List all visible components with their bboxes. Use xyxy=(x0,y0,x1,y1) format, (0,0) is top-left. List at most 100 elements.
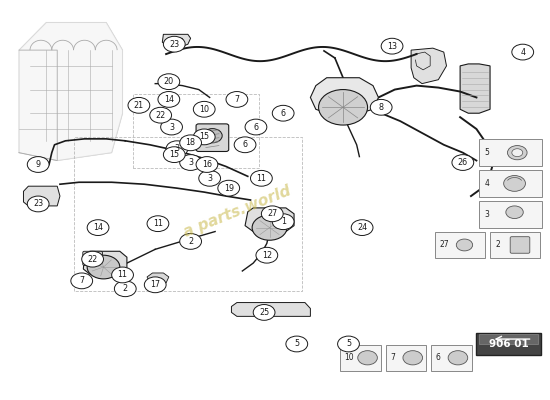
Circle shape xyxy=(194,101,215,117)
Text: 21: 21 xyxy=(134,101,144,110)
Circle shape xyxy=(318,90,367,125)
Circle shape xyxy=(358,351,377,365)
Polygon shape xyxy=(460,64,490,113)
Polygon shape xyxy=(84,251,127,274)
Circle shape xyxy=(448,351,467,365)
Circle shape xyxy=(351,220,373,236)
Text: 5: 5 xyxy=(346,340,351,348)
Text: 10: 10 xyxy=(199,105,209,114)
Circle shape xyxy=(128,98,150,113)
Circle shape xyxy=(82,251,103,267)
Circle shape xyxy=(180,155,201,170)
FancyBboxPatch shape xyxy=(479,201,542,228)
Text: 23: 23 xyxy=(33,200,43,208)
Text: 2: 2 xyxy=(123,284,128,293)
Polygon shape xyxy=(232,302,310,316)
Circle shape xyxy=(180,234,201,249)
Circle shape xyxy=(147,216,169,232)
Text: 22: 22 xyxy=(156,111,166,120)
Text: 7: 7 xyxy=(390,353,395,362)
Circle shape xyxy=(338,336,359,352)
Text: 6: 6 xyxy=(254,122,258,132)
Circle shape xyxy=(250,170,272,186)
Circle shape xyxy=(256,247,278,263)
FancyBboxPatch shape xyxy=(479,170,542,197)
Polygon shape xyxy=(162,34,191,49)
Text: 3: 3 xyxy=(174,144,179,153)
Circle shape xyxy=(202,129,222,143)
Circle shape xyxy=(272,105,294,121)
Text: a parts.world: a parts.world xyxy=(181,184,293,240)
Text: 18: 18 xyxy=(185,138,196,147)
Text: 25: 25 xyxy=(259,308,270,317)
Text: 2: 2 xyxy=(496,240,500,250)
Circle shape xyxy=(166,141,188,157)
Circle shape xyxy=(286,336,307,352)
FancyBboxPatch shape xyxy=(479,139,542,166)
Circle shape xyxy=(150,107,172,123)
Text: 23: 23 xyxy=(169,40,179,49)
Text: 15: 15 xyxy=(169,150,179,159)
Circle shape xyxy=(87,255,120,279)
Circle shape xyxy=(114,281,136,297)
Circle shape xyxy=(163,147,185,162)
FancyBboxPatch shape xyxy=(386,345,426,370)
Circle shape xyxy=(28,157,49,172)
Text: 7: 7 xyxy=(79,276,84,285)
Text: 6: 6 xyxy=(435,353,440,362)
Text: 906 01: 906 01 xyxy=(489,340,529,350)
Text: 3: 3 xyxy=(485,210,490,219)
Circle shape xyxy=(116,269,131,280)
Polygon shape xyxy=(245,208,294,232)
Text: 11: 11 xyxy=(256,174,266,183)
Text: 3: 3 xyxy=(188,158,193,167)
Circle shape xyxy=(112,267,134,283)
Circle shape xyxy=(381,38,403,54)
Circle shape xyxy=(218,180,240,196)
Text: 14: 14 xyxy=(164,95,174,104)
Text: 27: 27 xyxy=(440,240,449,250)
Text: 15: 15 xyxy=(199,132,210,141)
Text: 5: 5 xyxy=(485,148,490,157)
Circle shape xyxy=(504,176,525,191)
Circle shape xyxy=(234,137,256,153)
Circle shape xyxy=(512,44,534,60)
Circle shape xyxy=(253,304,275,320)
Circle shape xyxy=(506,206,523,218)
Text: 5: 5 xyxy=(294,340,299,348)
Circle shape xyxy=(370,100,392,115)
Text: 17: 17 xyxy=(150,280,160,289)
Circle shape xyxy=(194,129,215,145)
Circle shape xyxy=(161,119,183,135)
Circle shape xyxy=(452,155,474,170)
Text: 11: 11 xyxy=(118,270,128,280)
Circle shape xyxy=(199,170,221,186)
Text: 14: 14 xyxy=(93,223,103,232)
Text: 8: 8 xyxy=(378,103,384,112)
Text: 10: 10 xyxy=(345,353,354,362)
Circle shape xyxy=(512,149,522,157)
Text: 24: 24 xyxy=(357,223,367,232)
Text: 3: 3 xyxy=(207,174,212,183)
FancyBboxPatch shape xyxy=(479,334,538,344)
Text: 9: 9 xyxy=(36,160,41,169)
Circle shape xyxy=(158,74,180,90)
Circle shape xyxy=(245,119,267,135)
Text: 26: 26 xyxy=(458,158,468,167)
Text: 6: 6 xyxy=(243,140,248,149)
FancyBboxPatch shape xyxy=(196,124,229,152)
Circle shape xyxy=(87,220,109,236)
Text: 2: 2 xyxy=(188,237,193,246)
Circle shape xyxy=(163,36,185,52)
Polygon shape xyxy=(411,48,447,84)
Text: 27: 27 xyxy=(267,209,277,218)
Text: 3: 3 xyxy=(169,122,174,132)
FancyBboxPatch shape xyxy=(434,232,485,258)
Circle shape xyxy=(226,92,248,107)
FancyBboxPatch shape xyxy=(83,251,102,266)
Text: 16: 16 xyxy=(202,160,212,169)
Text: 19: 19 xyxy=(224,184,234,193)
Polygon shape xyxy=(24,186,60,206)
Circle shape xyxy=(88,255,97,262)
Text: 7: 7 xyxy=(234,95,239,104)
